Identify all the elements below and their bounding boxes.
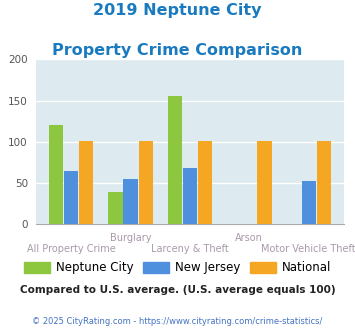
- Bar: [138, 141, 153, 224]
- Text: Property Crime Comparison: Property Crime Comparison: [52, 43, 303, 58]
- Bar: [183, 168, 197, 224]
- Bar: [317, 141, 331, 224]
- Bar: [64, 171, 78, 224]
- Text: Arson: Arson: [235, 233, 263, 243]
- Bar: [79, 141, 93, 224]
- Bar: [168, 96, 182, 224]
- Bar: [124, 179, 138, 224]
- Text: Motor Vehicle Theft: Motor Vehicle Theft: [261, 244, 355, 253]
- Legend: Neptune City, New Jersey, National: Neptune City, New Jersey, National: [19, 257, 336, 279]
- Text: Burglary: Burglary: [110, 233, 151, 243]
- Text: © 2025 CityRating.com - https://www.cityrating.com/crime-statistics/: © 2025 CityRating.com - https://www.city…: [32, 317, 323, 326]
- Text: All Property Crime: All Property Crime: [27, 244, 115, 253]
- Bar: [49, 124, 63, 224]
- Text: Larceny & Theft: Larceny & Theft: [151, 244, 229, 253]
- Text: 2019 Neptune City: 2019 Neptune City: [93, 3, 262, 18]
- Bar: [302, 181, 316, 224]
- Bar: [257, 141, 272, 224]
- Bar: [198, 141, 212, 224]
- Text: Compared to U.S. average. (U.S. average equals 100): Compared to U.S. average. (U.S. average …: [20, 285, 335, 295]
- Bar: [108, 192, 122, 224]
